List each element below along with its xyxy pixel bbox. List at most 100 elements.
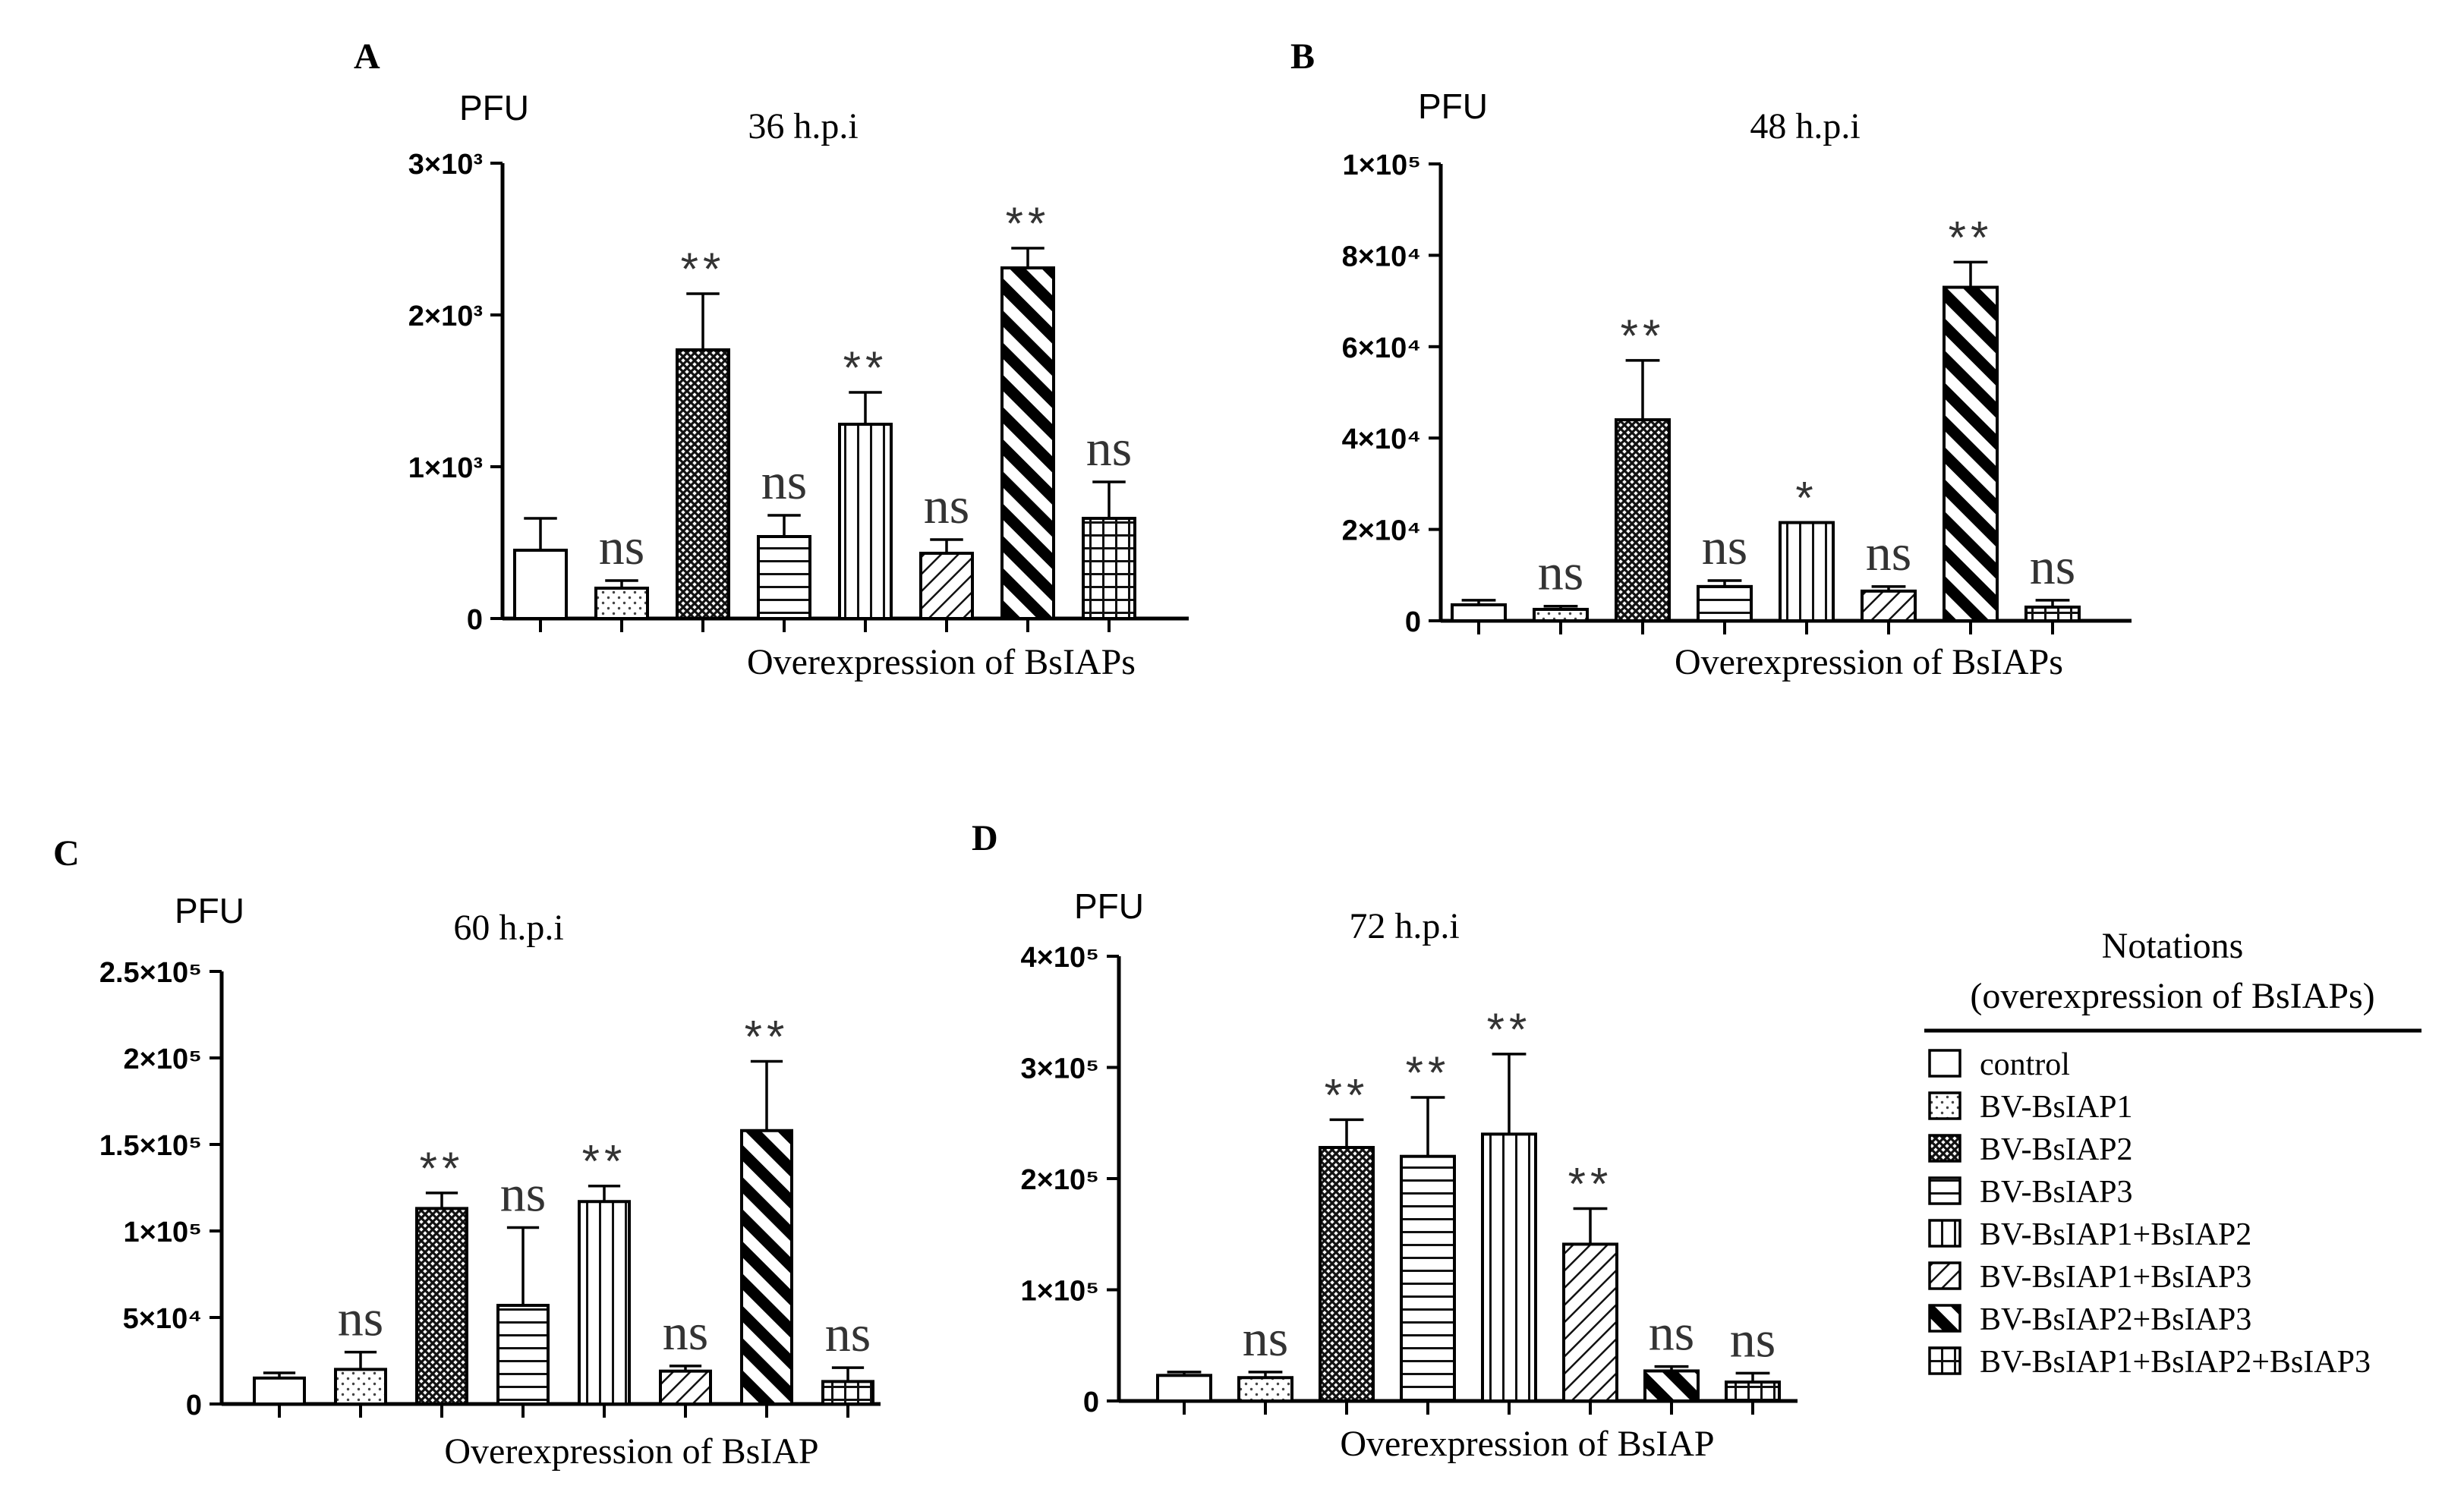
bar xyxy=(578,1200,631,1406)
y-tick-label: 1×10⁵ xyxy=(1343,150,1421,181)
bar xyxy=(496,1304,550,1406)
y-tick-label: 6×10⁴ xyxy=(1342,332,1421,364)
significance-stars: ** xyxy=(420,1143,465,1194)
significance-ns: ns xyxy=(761,452,807,510)
significance-ns: ns xyxy=(1866,524,1911,581)
bar xyxy=(1943,285,1999,622)
legend-label: BV-BsIAP1+BsIAP2 xyxy=(1980,1217,2251,1252)
chart-title: 72 h.p.i xyxy=(1349,906,1459,946)
bar xyxy=(1400,1154,1456,1402)
bar xyxy=(1237,1376,1293,1402)
x-axis-label: Overexpression of BsIAP xyxy=(444,1431,818,1472)
bar xyxy=(1481,1132,1537,1403)
bar xyxy=(2024,605,2081,623)
bar xyxy=(1533,607,1589,623)
significance-stars: ** xyxy=(1621,310,1665,361)
bar xyxy=(676,348,730,620)
y-tick-label: 3×10³ xyxy=(408,149,483,181)
significance-ns: ns xyxy=(599,518,644,575)
significance-stars: ** xyxy=(1406,1047,1451,1098)
y-tick-label: 2×10⁴ xyxy=(1342,515,1421,547)
chart-title: 60 h.p.i xyxy=(453,908,563,948)
y-tick-label: 1×10⁵ xyxy=(124,1217,202,1248)
legend-label: BV-BsIAP1 xyxy=(1980,1090,2133,1125)
significance-stars: ** xyxy=(582,1136,627,1187)
bar xyxy=(1615,418,1671,622)
bar xyxy=(838,423,893,620)
legend: Notations (overexpression of BsIAPs) con… xyxy=(1924,926,2421,1380)
bar xyxy=(740,1129,793,1406)
y-axis-label: PFU xyxy=(459,88,529,127)
significance-ns: ns xyxy=(924,477,969,534)
significance-ns: ns xyxy=(1702,518,1747,575)
y-tick-label: 1×10³ xyxy=(408,452,483,484)
panel-letter-b: B xyxy=(1290,36,1315,77)
significance-stars: ** xyxy=(1949,212,1993,263)
x-axis-label: Overexpression of BsIAPs xyxy=(747,642,1136,682)
legend-swatch xyxy=(1928,1134,1961,1163)
legend-swatch xyxy=(1928,1346,1961,1375)
panel-letter-d: D xyxy=(972,818,998,858)
legend-label: BV-BsIAP1+BsIAP3 xyxy=(1980,1260,2251,1295)
y-tick-label: 0 xyxy=(467,604,483,636)
x-axis-label: Overexpression of BsIAPs xyxy=(1675,642,2063,682)
legend-label: BV-BsIAP1+BsIAP2+BsIAP3 xyxy=(1980,1345,2371,1380)
y-tick-label: 2×10⁵ xyxy=(1021,1164,1099,1196)
legend-swatch xyxy=(1928,1219,1961,1248)
significance-ns: ns xyxy=(1649,1304,1694,1362)
y-tick-label: 0 xyxy=(1405,606,1421,638)
bar xyxy=(1319,1145,1375,1402)
legend-swatch xyxy=(1928,1176,1961,1205)
significance-ns: ns xyxy=(2030,537,2075,595)
bar xyxy=(1861,589,1917,622)
significance-ns: ns xyxy=(1243,1309,1288,1367)
legend-swatch xyxy=(1928,1049,1961,1078)
significance-ns: ns xyxy=(1538,543,1583,601)
legend-swatch xyxy=(1928,1304,1961,1333)
bar xyxy=(1779,521,1835,622)
chart-panel-a: 36 h.p.i PFU Overexpression of BsIAPs 0 1×10… xyxy=(408,88,1189,682)
chart-title: 48 h.p.i xyxy=(1750,106,1860,146)
y-axis-label: PFU xyxy=(175,891,244,930)
legend-swatch xyxy=(1928,1261,1961,1290)
bar xyxy=(415,1207,468,1406)
significance-stars: ** xyxy=(1487,1004,1532,1055)
significance-stars: ** xyxy=(1568,1159,1613,1210)
y-tick-label: 3×10⁵ xyxy=(1021,1053,1099,1085)
bar xyxy=(1451,603,1507,622)
legend-title-line1: Notations xyxy=(2102,926,2244,966)
y-tick-label: 4×10⁵ xyxy=(1021,942,1099,974)
chart-title: 36 h.p.i xyxy=(748,106,858,146)
bar xyxy=(919,552,974,620)
significance-ns: ns xyxy=(500,1164,546,1222)
chart-panel-d: 72 h.p.i PFU Overexpression of BsIAP 0 1×10⁵… xyxy=(1021,886,1798,1464)
significance-stars: ** xyxy=(745,1012,789,1062)
significance-stars: * xyxy=(1795,473,1817,524)
bar xyxy=(821,1380,874,1406)
legend-label: BV-BsIAP3 xyxy=(1980,1175,2133,1210)
significance-stars: ** xyxy=(1006,198,1051,249)
y-axis-label: PFU xyxy=(1418,87,1488,126)
bar xyxy=(1697,584,1753,622)
chart-panel-b: 48 h.p.i PFU Overexpression of BsIAPs 0 2×10… xyxy=(1342,87,2132,682)
y-tick-label: 5×10⁴ xyxy=(123,1303,202,1335)
bar xyxy=(1562,1242,1618,1403)
bar xyxy=(594,587,649,620)
y-tick-label: 0 xyxy=(1083,1387,1099,1418)
bar xyxy=(1643,1369,1700,1402)
significance-stars: ** xyxy=(1325,1069,1369,1120)
significance-ns: ns xyxy=(1086,419,1132,477)
significance-ns: ns xyxy=(1730,1310,1776,1368)
significance-ns: ns xyxy=(825,1305,871,1362)
y-tick-label: 2×10⁵ xyxy=(124,1044,202,1075)
panel-letter-a: A xyxy=(354,36,380,77)
significance-stars: ** xyxy=(843,342,888,393)
panel-letter-c: C xyxy=(53,833,80,874)
bar xyxy=(757,535,811,620)
legend-title-line2: (overexpression of BsIAPs) xyxy=(1970,976,2374,1016)
bar xyxy=(1156,1374,1212,1403)
bar xyxy=(1725,1380,1781,1402)
bar xyxy=(513,549,568,620)
y-tick-label: 8×10⁴ xyxy=(1342,241,1421,272)
